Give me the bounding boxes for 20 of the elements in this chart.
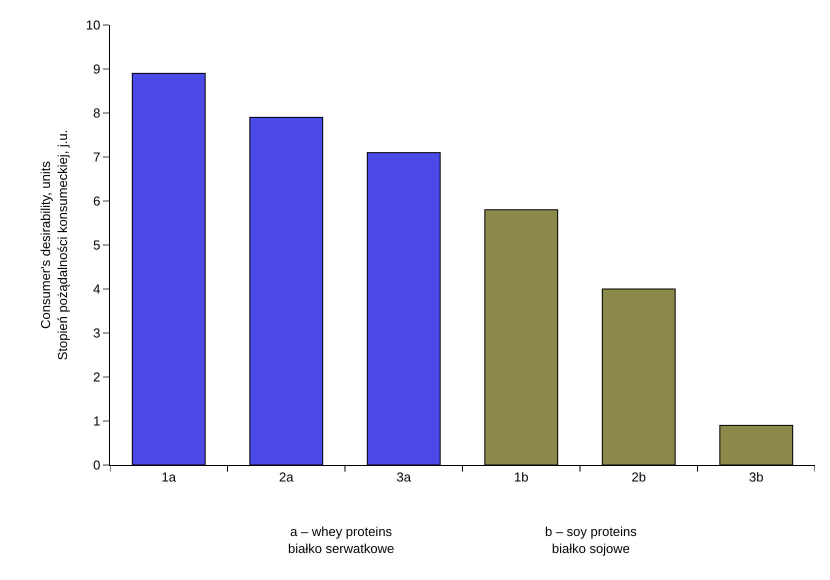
x-tick-label: 3b [749, 470, 764, 485]
text: b – soy proteins białko sojowe [545, 524, 638, 556]
y-tick-label: 4 [93, 282, 100, 297]
y-tick-label: 6 [93, 194, 100, 209]
y-tick-label: 7 [93, 150, 100, 165]
y-tick-label: 8 [93, 106, 100, 121]
x-tick-label: 1a [162, 470, 177, 485]
y-tick-label: 0 [93, 458, 100, 473]
y-tick-label: 3 [93, 326, 100, 341]
x-tick-label: 2a [279, 470, 294, 485]
text: a – whey proteins białko serwatkowe [288, 524, 394, 556]
y-tick-label: 1 [93, 414, 100, 429]
y-tick-label: 9 [93, 62, 100, 77]
y-axis-title: Consumer's desirability, units Stopień pożądalności konsumeckiej, j.u. [38, 130, 70, 360]
x-tick-label: 2b [632, 470, 646, 485]
y-tick-label: 5 [93, 238, 100, 253]
y-tick-label: 10 [86, 18, 100, 33]
y-tick-label: 2 [93, 370, 100, 385]
x-tick-label: 3a [396, 470, 412, 485]
x-tick-label: 1b [514, 470, 528, 485]
